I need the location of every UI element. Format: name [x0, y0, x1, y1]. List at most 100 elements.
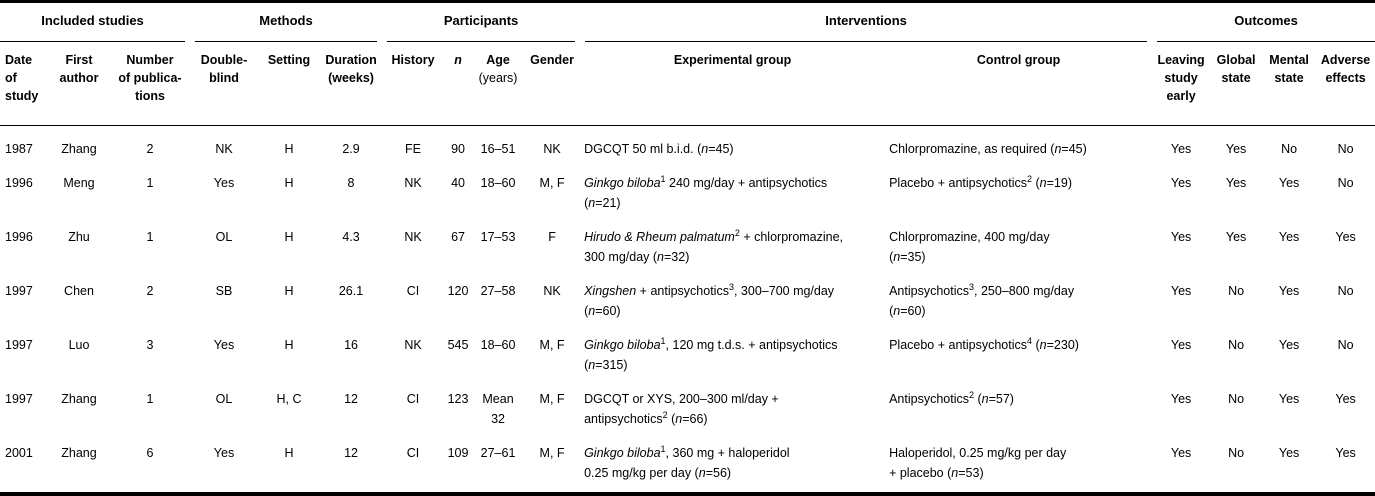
- cell-publications: 2: [146, 284, 154, 298]
- cell-leaving-study-early: Yes: [1170, 284, 1192, 298]
- cell-control: Placebo + antipsychotics4 (n=230): [889, 335, 1079, 352]
- group-header-methods: Methods: [190, 2, 382, 42]
- cell-adverse-effects: Yes: [1335, 230, 1356, 244]
- cell-author: Zhang: [61, 392, 97, 406]
- cell-setting: H: [284, 142, 294, 156]
- column-header-age: Age (years): [472, 42, 525, 126]
- cell-gender: NK: [543, 284, 561, 298]
- cell-age: 18–60: [480, 176, 516, 190]
- cell-history: CI: [406, 392, 420, 406]
- cell-double-blind: Yes: [213, 338, 235, 352]
- table-row: 1997 Luo 3 Yes H 16 NK 545 18–60 M, F Ginkgo bilob…: [0, 330, 1375, 384]
- cell-experimental: Hirudo & Rheum palmatum2 + chlorpromazin…: [584, 227, 844, 264]
- cell-double-blind: NK: [215, 142, 233, 156]
- cell-n: 109: [447, 446, 469, 460]
- cell-setting: H: [284, 176, 294, 190]
- cell-control: Antipsychotics3, 250–800 mg/day (n=60): [889, 281, 1075, 318]
- cell-setting: H: [284, 338, 294, 352]
- group-header-row: Included studies Methods Participants Inter…: [0, 2, 1375, 42]
- cell-publications: 1: [146, 392, 154, 406]
- table-row: 1997 Zhang 1 OL H, C 12 CI 123 Mean 32 M, F DGCQT …: [0, 384, 1375, 438]
- cell-date: 2001: [5, 446, 33, 460]
- cell-global-state: No: [1228, 284, 1245, 298]
- cell-global-state: Yes: [1225, 142, 1247, 156]
- cell-adverse-effects: Yes: [1335, 446, 1356, 460]
- cell-age: 16–51: [480, 142, 516, 156]
- cell-gender: M, F: [539, 338, 565, 352]
- column-header-leaving-study-early: Leaving study early: [1152, 42, 1211, 126]
- column-header-n: n: [444, 42, 473, 126]
- cell-author: Zhang: [61, 142, 97, 156]
- cell-leaving-study-early: Yes: [1170, 176, 1192, 190]
- cell-adverse-effects: No: [1337, 284, 1354, 298]
- group-header-interventions: Interventions: [580, 2, 1152, 42]
- cell-leaving-study-early: Yes: [1170, 142, 1192, 156]
- cell-control: Chlorpromazine, as required (n=45): [889, 142, 1087, 156]
- cell-n: 545: [447, 338, 469, 352]
- cell-global-state: Yes: [1225, 230, 1247, 244]
- cell-leaving-study-early: Yes: [1170, 338, 1192, 352]
- cell-double-blind: OL: [215, 392, 233, 406]
- cell-n: 120: [447, 284, 469, 298]
- cell-author: Luo: [68, 338, 90, 352]
- column-header-global-state: Global state: [1210, 42, 1263, 126]
- cell-date: 1997: [5, 392, 33, 406]
- cell-experimental: DGCQT 50 ml b.i.d. (n=45): [584, 142, 734, 156]
- cell-publications: 2: [146, 142, 154, 156]
- cell-adverse-effects: No: [1337, 338, 1354, 352]
- group-header-participants: Participants: [382, 2, 580, 42]
- table-header: Included studies Methods Participants Inter…: [0, 2, 1375, 126]
- column-header-date: Date of study: [0, 42, 48, 126]
- cell-age: Mean 32: [482, 392, 514, 426]
- table-body: 1987 Zhang 2 NK H 2.9 FE 90 16–51 NK DGCQT 50 ml b…: [0, 126, 1375, 495]
- cell-date: 1996: [5, 176, 33, 190]
- column-header-double-blind: Double-blind: [190, 42, 258, 126]
- cell-gender: M, F: [539, 176, 565, 190]
- cell-history: CI: [406, 284, 420, 298]
- cell-publications: 1: [146, 230, 154, 244]
- cell-date: 1996: [5, 230, 33, 244]
- cell-history: NK: [404, 230, 422, 244]
- cell-global-state: No: [1228, 392, 1245, 406]
- group-header-outcomes: Outcomes: [1152, 2, 1375, 42]
- cell-mental-state: Yes: [1278, 446, 1300, 460]
- table-row: 2001 Zhang 6 Yes H 12 CI 109 27–61 M, F Ginkgo bil…: [0, 438, 1375, 494]
- cell-age: 18–60: [480, 338, 516, 352]
- cell-n: 90: [451, 142, 465, 156]
- cell-experimental: Ginkgo biloba1, 360 mg + haloperidol 0.25…: [584, 443, 790, 480]
- cell-experimental: Ginkgo biloba1, 120 mg t.d.s. + antipsyc…: [584, 335, 838, 372]
- cell-setting: H, C: [276, 392, 302, 406]
- cell-publications: 1: [146, 176, 154, 190]
- cell-n: 67: [451, 230, 465, 244]
- cell-date: 1987: [5, 142, 33, 156]
- cell-gender: NK: [543, 142, 561, 156]
- cell-leaving-study-early: Yes: [1170, 392, 1192, 406]
- cell-double-blind: SB: [215, 284, 233, 298]
- cell-mental-state: Yes: [1278, 230, 1300, 244]
- table-row: 1987 Zhang 2 NK H 2.9 FE 90 16–51 NK DGCQT 50 ml b…: [0, 126, 1375, 169]
- cell-mental-state: Yes: [1278, 284, 1300, 298]
- cell-experimental: Ginkgo biloba1 240 mg/day + antipsychoti…: [584, 173, 828, 210]
- cell-global-state: No: [1228, 446, 1245, 460]
- cell-mental-state: Yes: [1278, 392, 1300, 406]
- cell-duration: 12: [344, 392, 358, 406]
- column-header-author: First author: [48, 42, 110, 126]
- column-header-row: Date of study First author Number of publica-t…: [0, 42, 1375, 126]
- cell-setting: H: [284, 284, 294, 298]
- cell-mental-state: Yes: [1278, 338, 1300, 352]
- cell-mental-state: Yes: [1278, 176, 1300, 190]
- table-row: 1996 Zhu 1 OL H 4.3 NK 67 17–53 F Hirudo & Rheum p…: [0, 222, 1375, 276]
- cell-mental-state: No: [1281, 142, 1298, 156]
- cell-history: FE: [405, 142, 422, 156]
- cell-leaving-study-early: Yes: [1170, 230, 1192, 244]
- cell-author: Zhu: [68, 230, 90, 244]
- column-header-history: History: [382, 42, 445, 126]
- cell-age: 27–58: [480, 284, 516, 298]
- cell-age: 17–53: [480, 230, 516, 244]
- cell-duration: 26.1: [338, 284, 364, 298]
- cell-experimental: DGCQT or XYS, 200–300 ml/day + antipsycho…: [584, 392, 779, 426]
- cell-gender: M, F: [539, 446, 565, 460]
- group-header-included-studies: Included studies: [0, 2, 190, 42]
- column-header-control: Control group: [885, 42, 1153, 126]
